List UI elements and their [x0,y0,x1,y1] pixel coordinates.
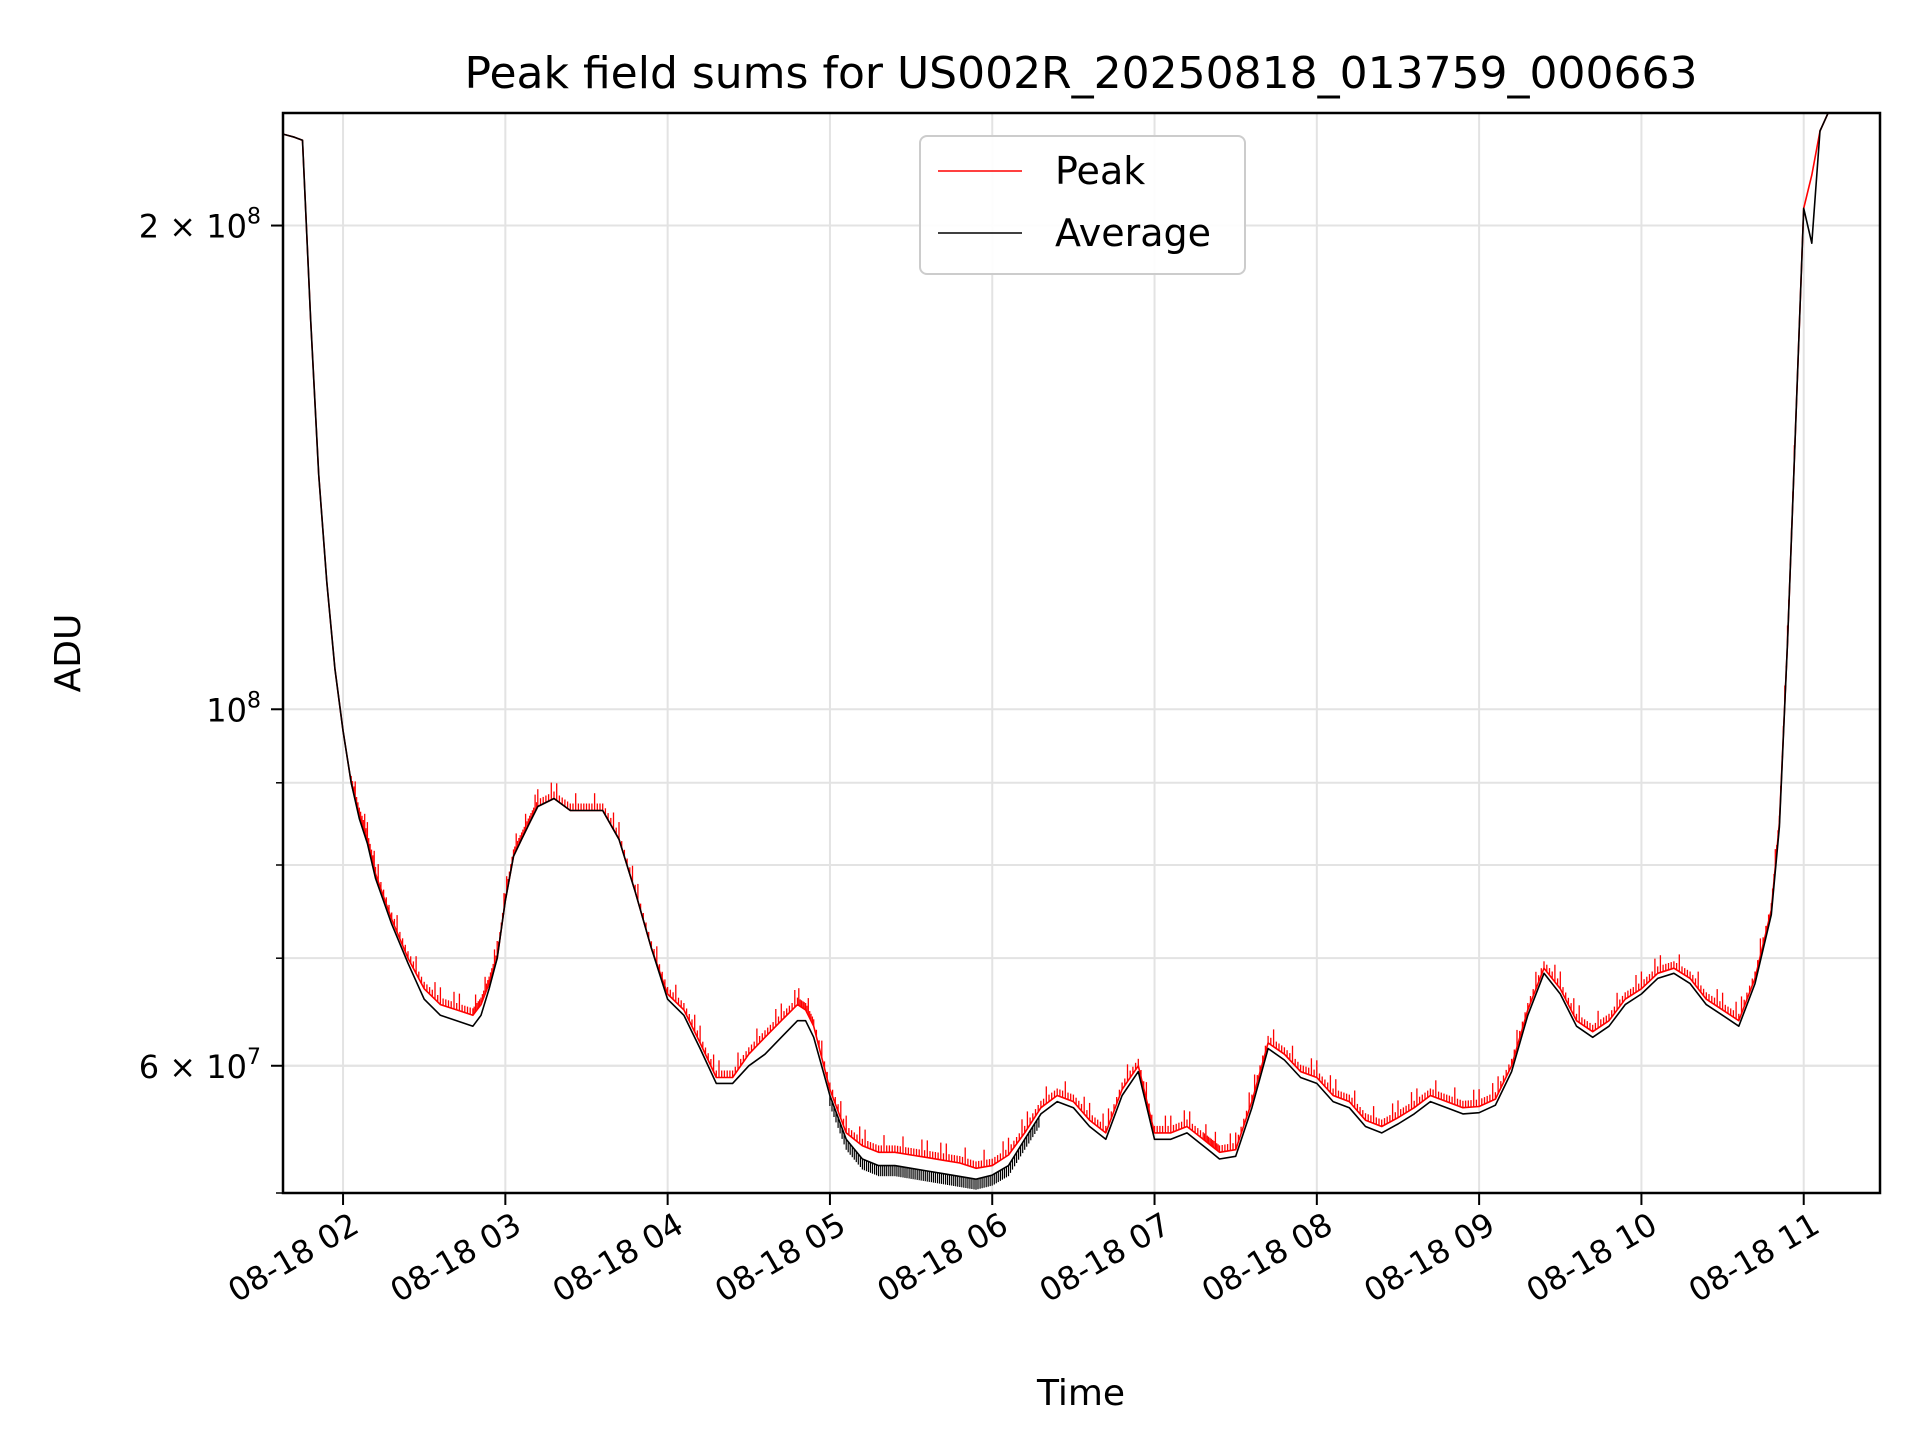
legend-average-label: Average [1055,211,1211,255]
y-axis-label: ADU [48,614,89,693]
y-tick-label: 108 [206,688,261,729]
peak-spikes [350,445,1795,1169]
x-axis-label: Time [1036,1373,1125,1414]
y-tick-label: 6 × 107 [139,1045,261,1086]
series-layer [283,113,1853,1190]
legend-peak-label: Peak [1055,149,1145,193]
legend: Peak Average [919,135,1246,275]
plot-frame [281,111,1882,1195]
average-jitter [829,1095,1040,1190]
y-tick-label: 2 × 108 [139,205,261,246]
chart-title: Peak field sums for US002R_20250818_0137… [464,48,1697,99]
